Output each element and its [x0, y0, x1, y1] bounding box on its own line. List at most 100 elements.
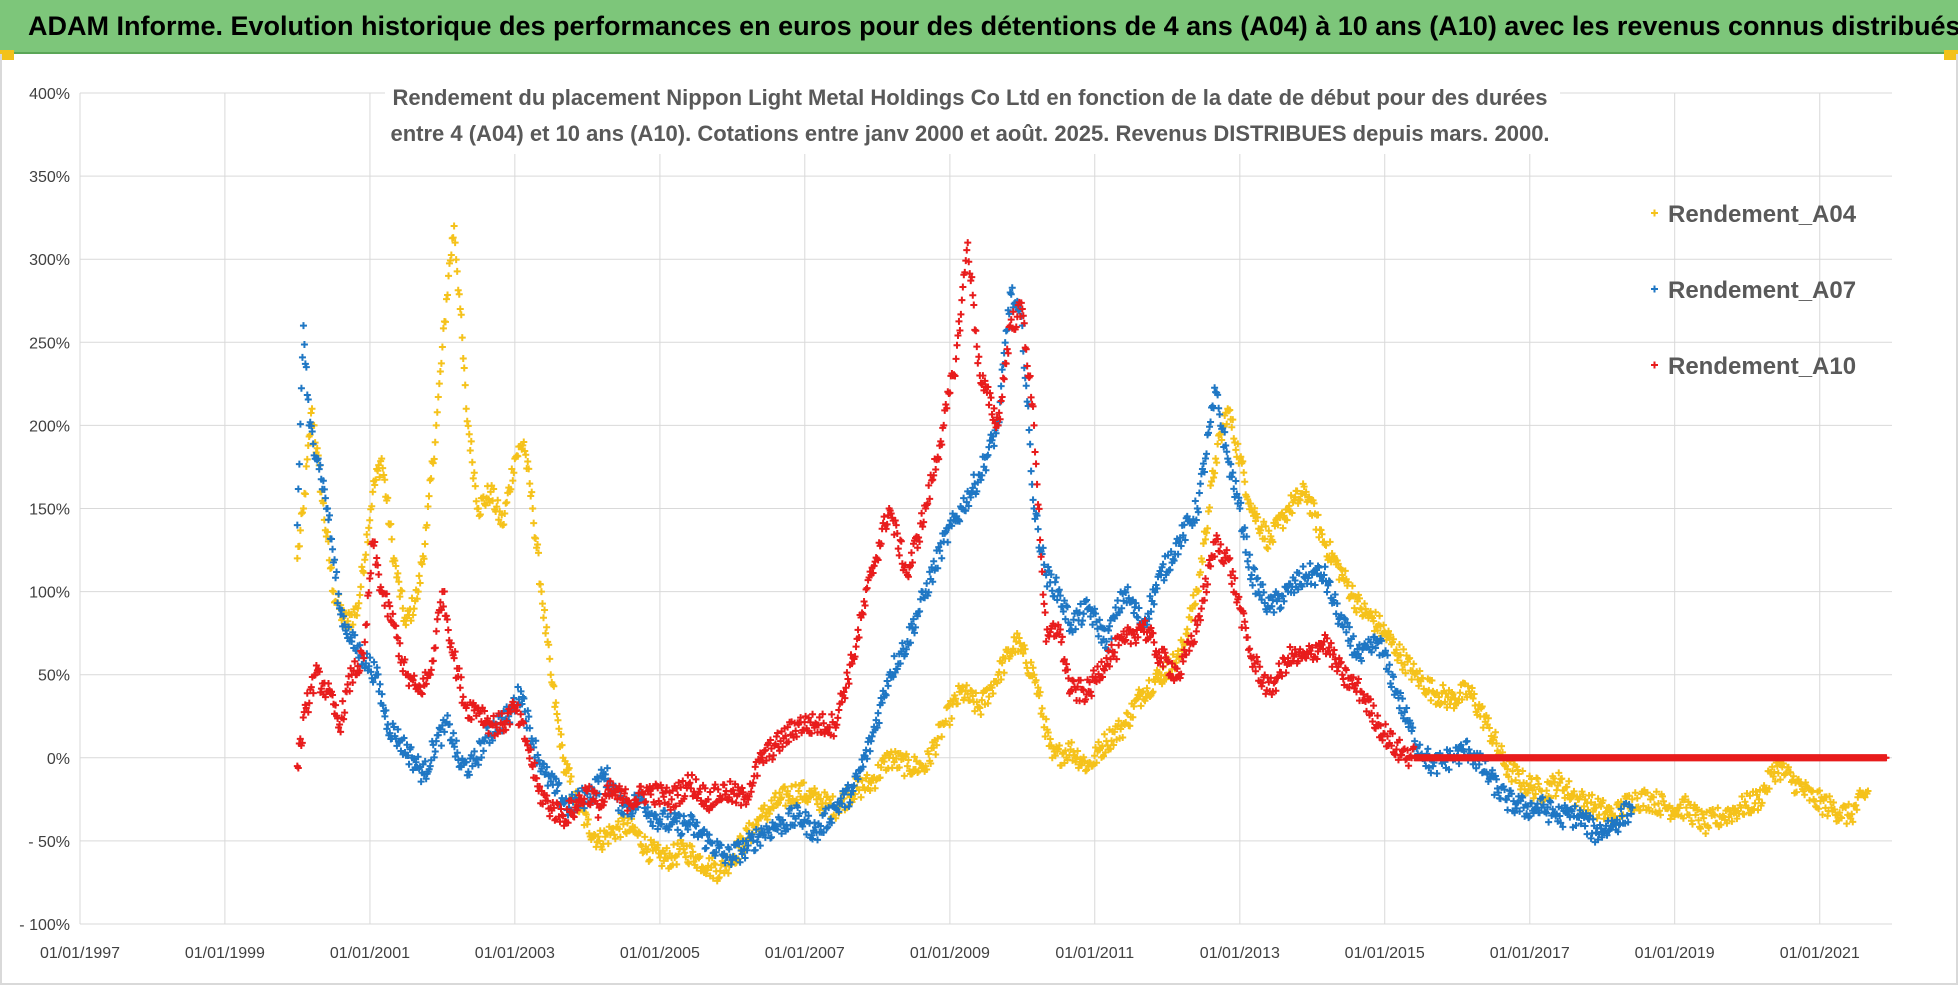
data-point	[917, 760, 925, 768]
data-point	[644, 803, 652, 811]
data-point	[1244, 557, 1252, 565]
data-point	[1463, 737, 1471, 745]
data-point	[1806, 796, 1814, 804]
data-point	[1026, 440, 1034, 448]
data-point	[1166, 670, 1174, 678]
data-point	[1197, 605, 1205, 613]
data-point	[309, 689, 317, 697]
data-point	[341, 621, 349, 629]
chart-title-line-1: Rendement du placement Nippon Light Meta…	[392, 85, 1547, 110]
data-point	[546, 812, 554, 820]
data-point	[1563, 783, 1571, 791]
data-point	[1039, 591, 1047, 599]
data-point	[998, 659, 1006, 667]
data-point	[315, 465, 323, 473]
data-point	[851, 653, 859, 661]
data-point	[708, 839, 716, 847]
data-point	[547, 671, 555, 679]
data-point	[1204, 524, 1212, 532]
legend-marker	[1651, 209, 1658, 217]
data-point	[967, 493, 975, 501]
data-point	[958, 296, 966, 304]
data-point	[335, 724, 343, 732]
data-point	[1094, 663, 1102, 671]
data-point	[458, 334, 466, 342]
data-point	[767, 833, 775, 841]
data-point	[371, 538, 379, 546]
data-point	[1103, 646, 1111, 654]
data-point	[1746, 792, 1754, 800]
data-point	[1599, 797, 1607, 805]
data-point	[538, 765, 546, 773]
x-tick-label: 01/01/2005	[620, 945, 700, 962]
data-point	[1287, 491, 1295, 499]
data-point	[410, 672, 418, 680]
data-point	[985, 443, 993, 451]
data-point	[987, 394, 995, 402]
data-point	[847, 791, 855, 799]
data-point	[725, 845, 733, 853]
data-point	[1280, 655, 1288, 663]
data-point	[1090, 667, 1098, 675]
data-point	[1738, 792, 1746, 800]
data-point	[751, 763, 759, 771]
data-point	[451, 239, 459, 247]
data-point	[1199, 582, 1207, 590]
y-tick-label: - 50%	[28, 834, 70, 851]
data-point	[768, 819, 776, 827]
data-point	[344, 681, 352, 689]
data-point	[436, 725, 444, 733]
data-point	[1139, 687, 1147, 695]
data-point	[720, 850, 728, 858]
data-point	[328, 535, 336, 543]
data-point	[1108, 641, 1116, 649]
data-point	[852, 643, 860, 651]
data-point	[669, 787, 677, 795]
data-point	[1216, 548, 1224, 556]
data-point	[300, 340, 308, 348]
data-point	[1152, 581, 1160, 589]
data-point	[324, 679, 332, 687]
data-point	[658, 862, 666, 870]
data-point	[755, 757, 763, 765]
data-point	[529, 505, 537, 512]
data-point	[1055, 586, 1063, 594]
data-point	[1174, 550, 1182, 558]
data-point	[1294, 657, 1302, 665]
data-point	[1576, 806, 1584, 814]
data-point	[1027, 658, 1035, 666]
data-point	[1454, 699, 1462, 707]
data-point	[1308, 644, 1316, 652]
data-point	[861, 601, 869, 609]
data-point	[1553, 810, 1561, 818]
data-point	[369, 678, 377, 686]
data-point	[701, 784, 709, 792]
data-point	[619, 820, 627, 828]
data-point	[1196, 480, 1204, 488]
data-point	[329, 691, 337, 699]
data-point	[506, 720, 514, 728]
data-point	[984, 451, 992, 459]
data-point	[1394, 756, 1402, 764]
x-tick-label: 01/01/1997	[40, 945, 120, 962]
report-title-banner: ADAM Informe. Evolution historique des p…	[0, 0, 1958, 54]
data-point	[1009, 308, 1017, 316]
data-point	[539, 800, 547, 808]
data-point	[1633, 794, 1641, 802]
data-point	[1374, 712, 1382, 720]
data-point	[1025, 426, 1033, 434]
data-point	[681, 849, 689, 857]
data-point	[1161, 649, 1169, 657]
data-point	[467, 437, 475, 445]
data-point	[1490, 733, 1498, 741]
data-point	[438, 343, 446, 351]
data-point	[496, 507, 504, 515]
data-point	[946, 389, 954, 397]
data-point	[510, 469, 518, 477]
data-point	[1714, 804, 1722, 812]
data-point	[726, 778, 734, 786]
legend-marker	[1651, 361, 1658, 369]
data-point	[1435, 693, 1443, 701]
data-point	[1491, 728, 1499, 736]
x-tick-label: 01/01/2019	[1635, 945, 1715, 962]
